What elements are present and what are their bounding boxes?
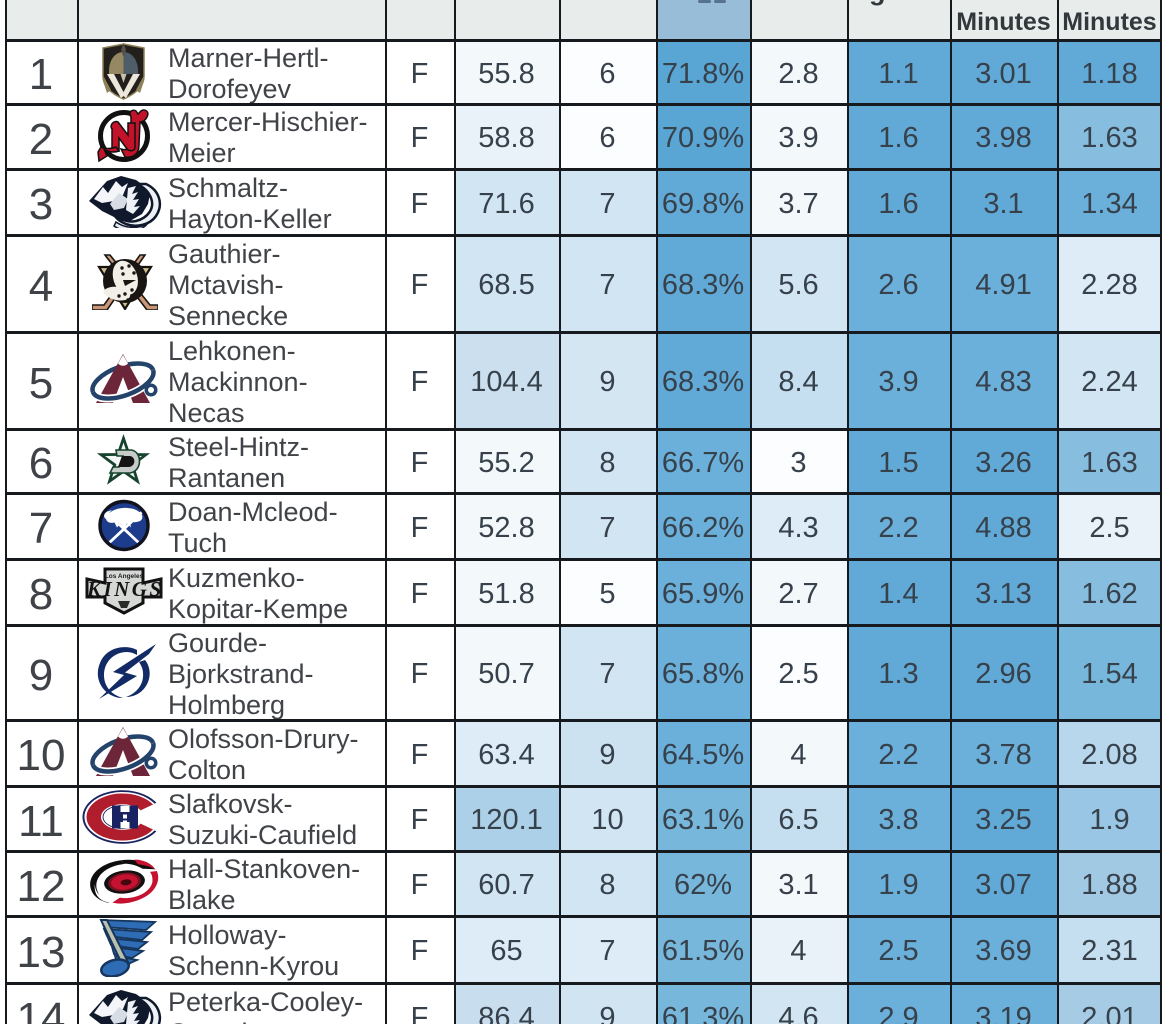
svg-text:KINGS: KINGS (86, 577, 161, 601)
svg-text:Los Angeles: Los Angeles (105, 573, 144, 580)
